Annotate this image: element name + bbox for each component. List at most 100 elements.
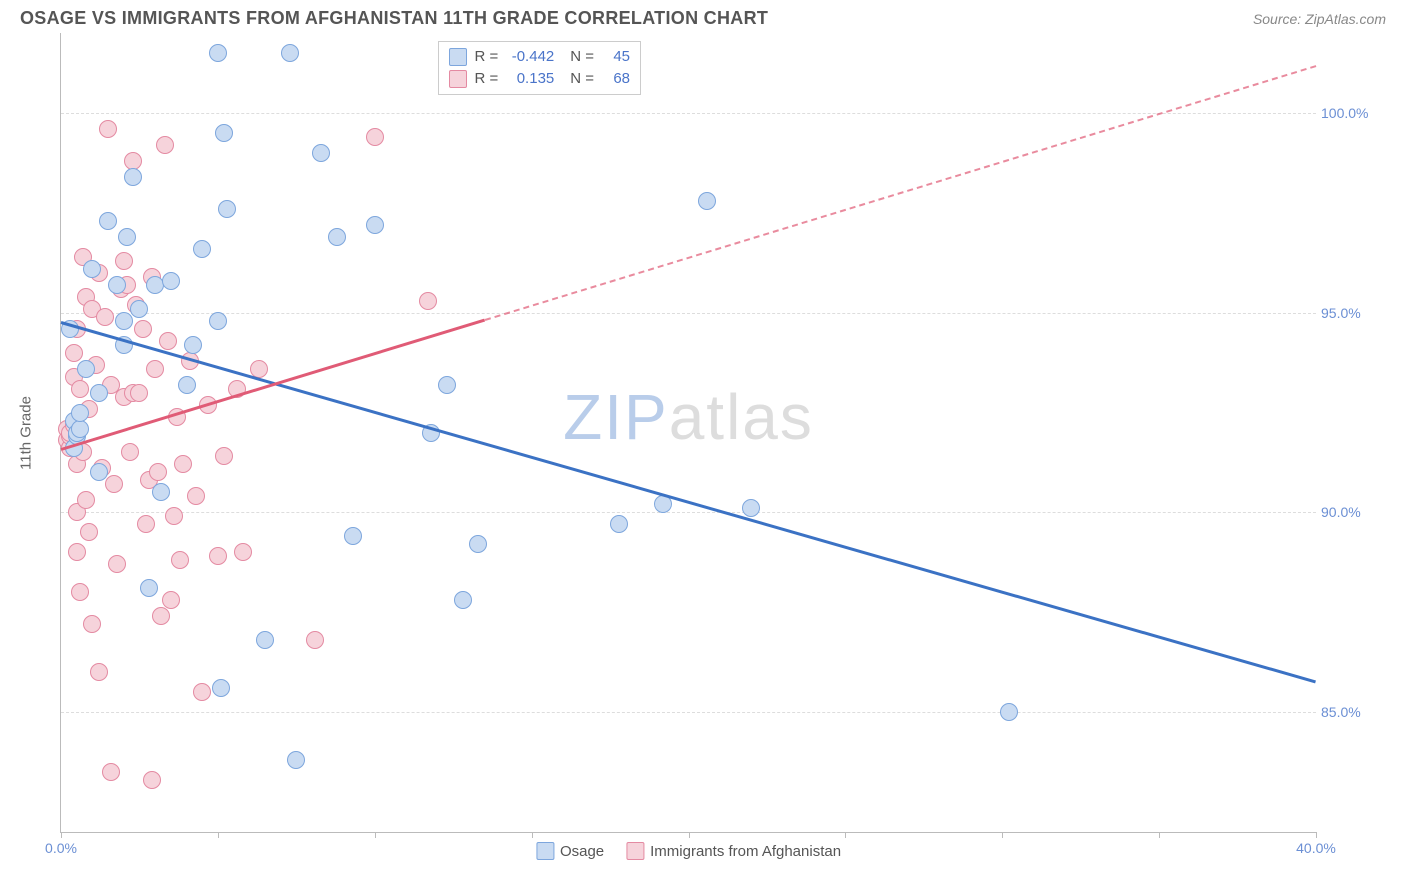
scatter-point <box>159 332 177 350</box>
x-tick-mark <box>61 832 62 838</box>
scatter-point <box>312 144 330 162</box>
chart-source: Source: ZipAtlas.com <box>1253 11 1386 27</box>
gridline-h <box>61 512 1316 513</box>
scatter-point <box>71 583 89 601</box>
scatter-point <box>102 763 120 781</box>
scatter-point <box>184 336 202 354</box>
scatter-point <box>77 491 95 509</box>
trend-line <box>61 321 1317 683</box>
scatter-point <box>287 751 305 769</box>
scatter-point <box>71 404 89 422</box>
scatter-point <box>115 252 133 270</box>
scatter-point <box>90 463 108 481</box>
scatter-point <box>130 300 148 318</box>
correlation-stat-box: R = -0.442 N = 45R = 0.135 N = 68 <box>438 41 642 95</box>
scatter-point <box>105 475 123 493</box>
watermark-atlas: atlas <box>669 381 814 453</box>
scatter-point <box>742 499 760 517</box>
x-tick-mark <box>689 832 690 838</box>
scatter-point <box>419 292 437 310</box>
scatter-point <box>115 312 133 330</box>
stat-r-label: R = <box>475 46 499 68</box>
legend-item: Osage <box>536 842 604 860</box>
scatter-point <box>124 168 142 186</box>
scatter-point <box>146 360 164 378</box>
scatter-point <box>366 216 384 234</box>
trend-line <box>484 65 1316 321</box>
scatter-point <box>108 555 126 573</box>
scatter-point <box>215 124 233 142</box>
scatter-point <box>162 272 180 290</box>
legend-swatch <box>536 842 554 860</box>
scatter-point <box>218 200 236 218</box>
scatter-point <box>193 240 211 258</box>
scatter-point <box>83 615 101 633</box>
y-tick-label: 90.0% <box>1321 504 1376 520</box>
x-tick-mark <box>375 832 376 838</box>
stat-row: R = 0.135 N = 68 <box>449 68 631 90</box>
scatter-point <box>149 463 167 481</box>
scatter-point <box>130 384 148 402</box>
gridline-h <box>61 313 1316 314</box>
gridline-h <box>61 712 1316 713</box>
scatter-point <box>80 523 98 541</box>
scatter-point <box>134 320 152 338</box>
scatter-point <box>344 527 362 545</box>
watermark-zip: ZIP <box>563 381 669 453</box>
stat-n-label: N = <box>570 68 594 90</box>
scatter-point <box>469 535 487 553</box>
scatter-point <box>99 212 117 230</box>
x-tick-mark <box>845 832 846 838</box>
scatter-point <box>212 679 230 697</box>
scatter-point <box>1000 703 1018 721</box>
scatter-point <box>96 308 114 326</box>
bottom-legend: Osage Immigrants from Afghanistan <box>536 842 841 860</box>
x-tick-mark <box>1159 832 1160 838</box>
plot-area: ZIPatlas 85.0%90.0%95.0%100.0%0.0%40.0%R… <box>60 33 1316 833</box>
scatter-point <box>77 360 95 378</box>
scatter-point <box>118 228 136 246</box>
y-tick-label: 100.0% <box>1321 105 1376 121</box>
stat-r-value: 0.135 <box>506 68 554 90</box>
scatter-point <box>187 487 205 505</box>
scatter-point <box>162 591 180 609</box>
x-tick-mark <box>1316 832 1317 838</box>
scatter-point <box>152 607 170 625</box>
scatter-point <box>234 543 252 561</box>
stat-row: R =-0.442N =45 <box>449 46 631 68</box>
scatter-point <box>209 312 227 330</box>
scatter-point <box>83 260 101 278</box>
watermark: ZIPatlas <box>563 380 814 454</box>
scatter-point <box>65 344 83 362</box>
y-axis-label: 11th Grade <box>18 396 35 470</box>
stat-r-label: R = <box>475 68 499 90</box>
scatter-point <box>193 683 211 701</box>
x-tick-mark <box>532 832 533 838</box>
y-tick-label: 95.0% <box>1321 305 1376 321</box>
legend-swatch <box>626 842 644 860</box>
scatter-point <box>174 455 192 473</box>
x-tick-mark <box>1002 832 1003 838</box>
scatter-point <box>99 120 117 138</box>
scatter-point <box>209 44 227 62</box>
scatter-point <box>306 631 324 649</box>
scatter-point <box>328 228 346 246</box>
stat-n-value: 45 <box>602 46 630 68</box>
scatter-point <box>698 192 716 210</box>
legend-label: Immigrants from Afghanistan <box>650 843 841 860</box>
scatter-point <box>121 443 139 461</box>
scatter-point <box>152 483 170 501</box>
stat-n-value: 68 <box>602 68 630 90</box>
scatter-point <box>281 44 299 62</box>
stat-r-value: -0.442 <box>506 46 554 68</box>
chart-title: OSAGE VS IMMIGRANTS FROM AFGHANISTAN 11T… <box>20 8 768 29</box>
scatter-point <box>171 551 189 569</box>
scatter-point <box>108 276 126 294</box>
legend-item: Immigrants from Afghanistan <box>626 842 841 860</box>
scatter-point <box>140 579 158 597</box>
scatter-point <box>90 384 108 402</box>
gridline-h <box>61 113 1316 114</box>
scatter-point <box>143 771 161 789</box>
legend-swatch <box>449 48 467 66</box>
plot-wrap: 11th Grade ZIPatlas 85.0%90.0%95.0%100.0… <box>20 33 1386 833</box>
